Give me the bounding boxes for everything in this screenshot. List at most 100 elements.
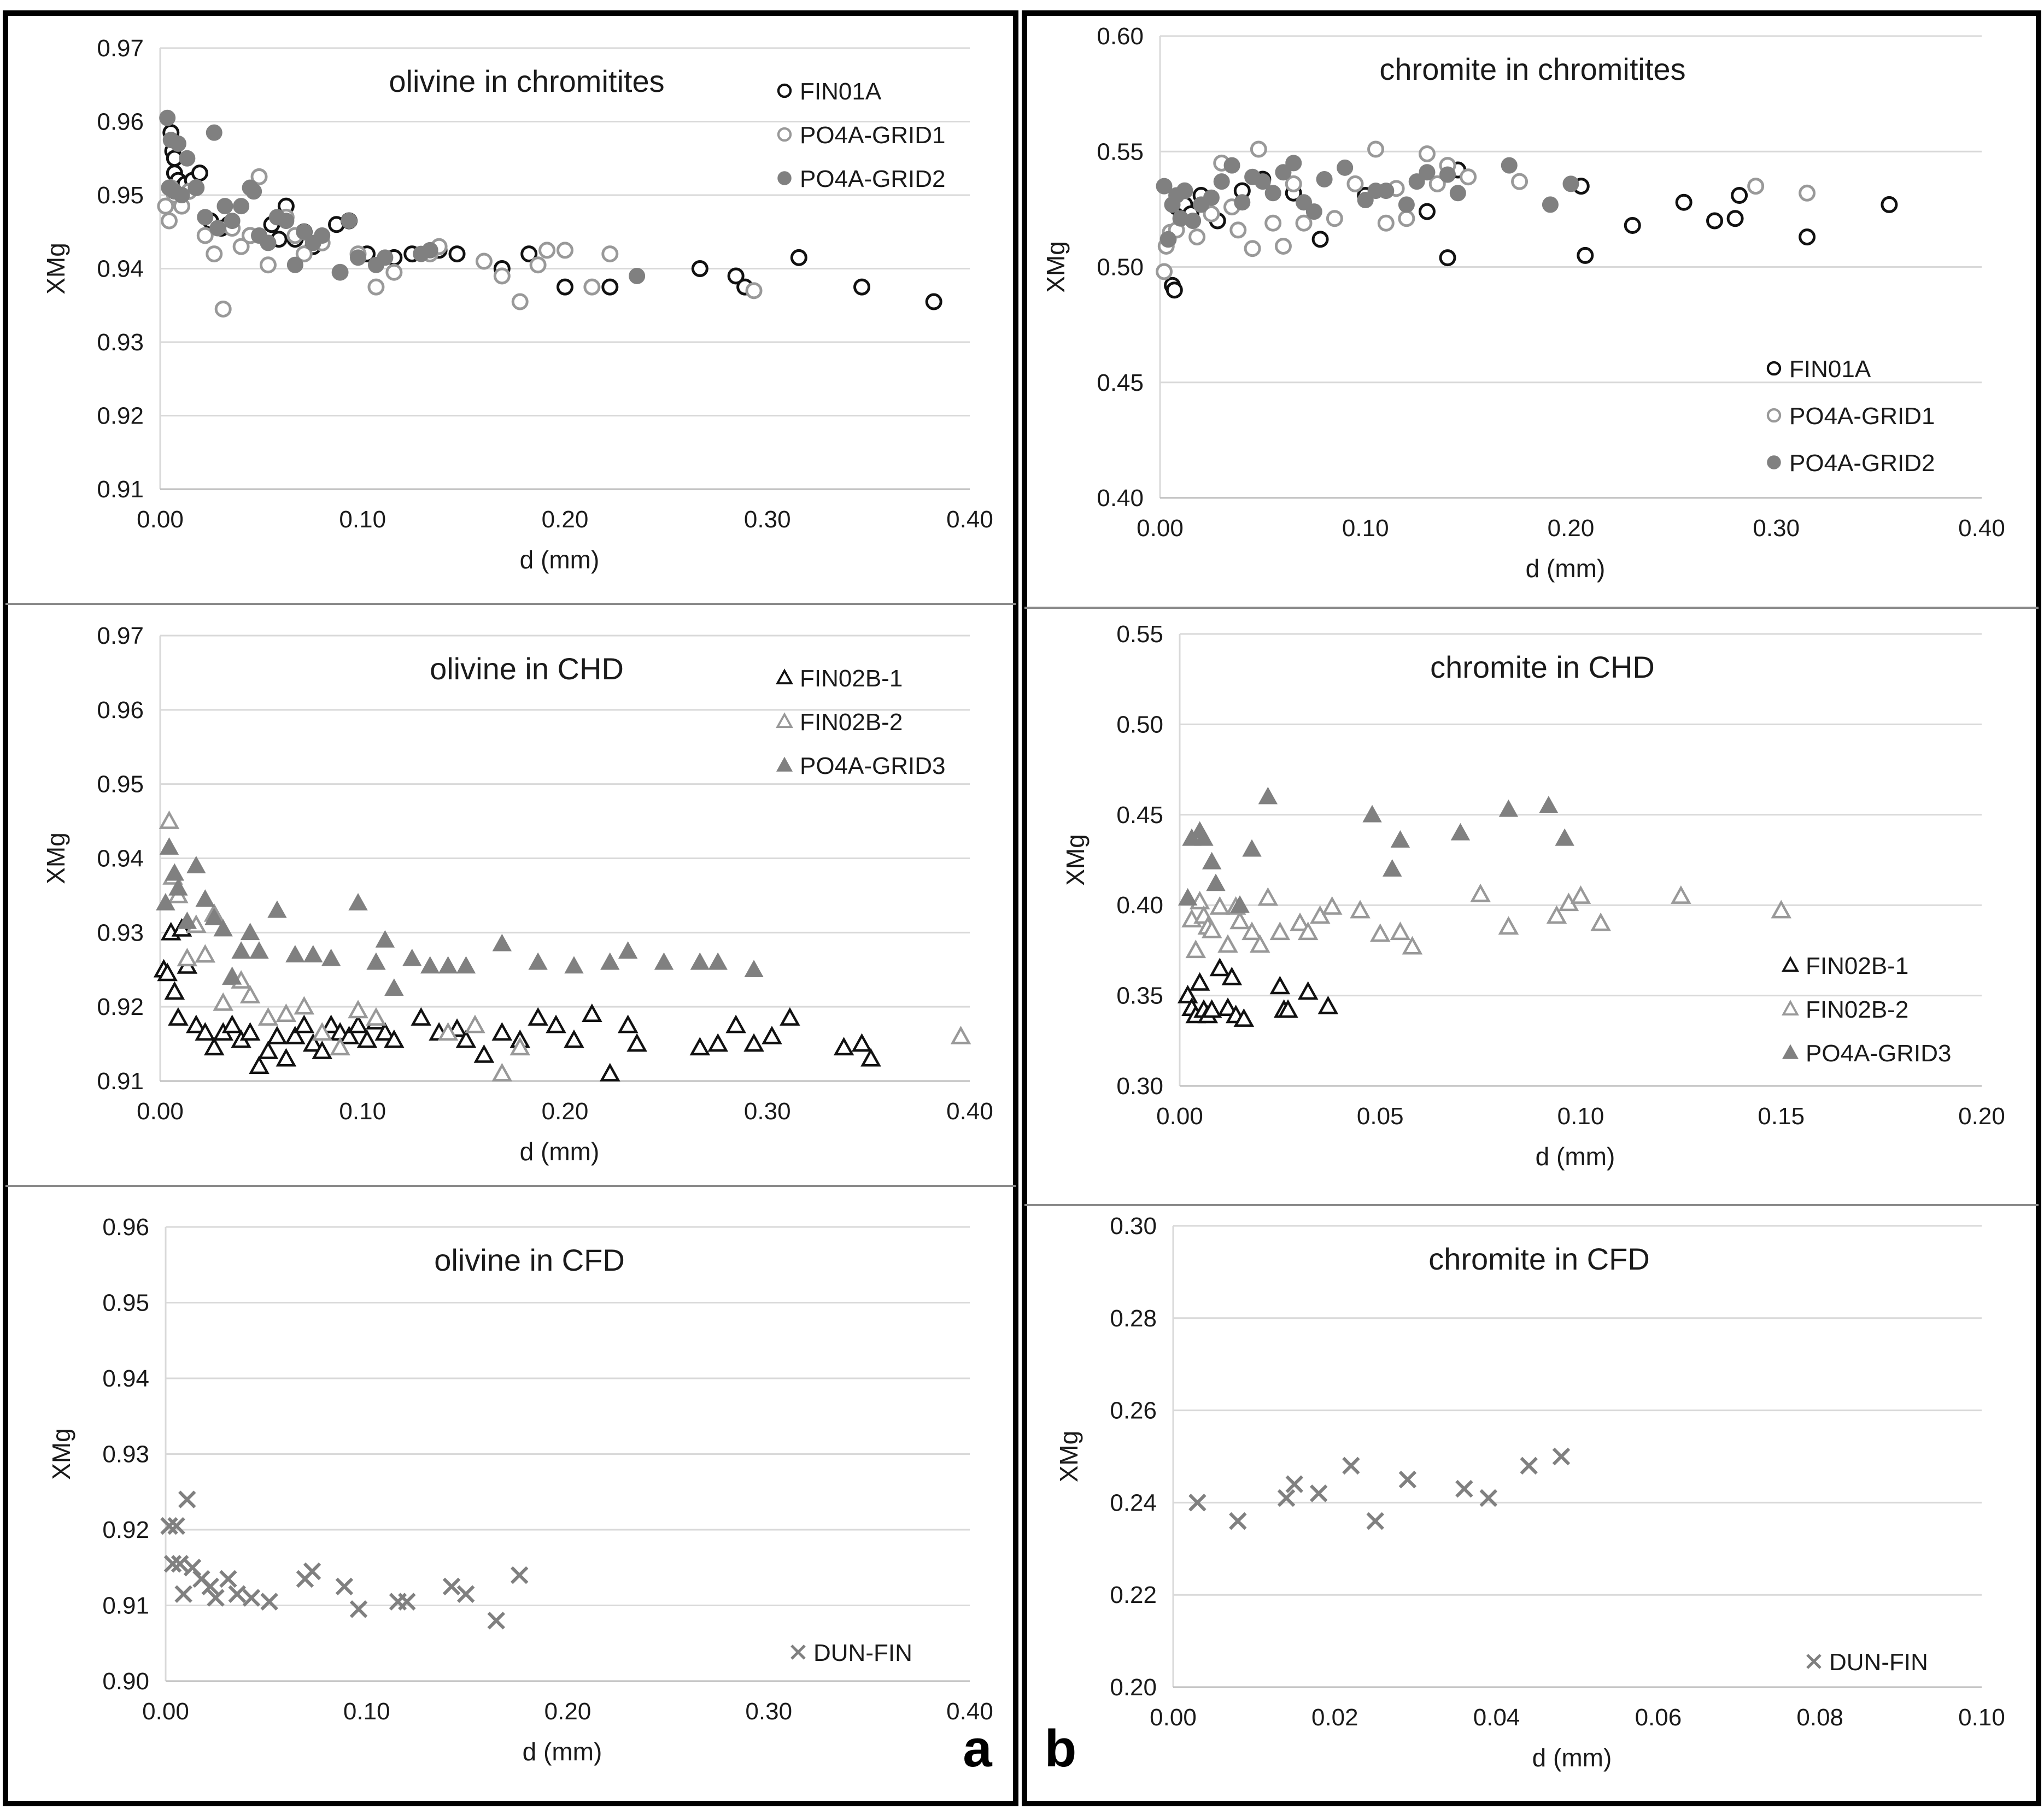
data-point xyxy=(174,1585,192,1603)
data-point xyxy=(222,967,242,985)
y-axis-title: XMg xyxy=(42,832,70,884)
data-point xyxy=(178,1490,196,1508)
data-point xyxy=(1542,196,1559,213)
data-point xyxy=(321,948,341,966)
data-point xyxy=(1671,885,1691,904)
data-point xyxy=(1285,175,1302,192)
data-point xyxy=(1317,995,1339,1014)
data-point xyxy=(691,260,708,277)
data-point xyxy=(833,1037,854,1056)
data-point xyxy=(1221,966,1243,985)
x-tick-label: 0.15 xyxy=(1758,1103,1805,1130)
legend-entry: DUN-FIN xyxy=(790,1640,912,1666)
chart-4: 0.40 0.45 0.50 0.55 0.60 0.00 0.10 0.20 0.30 0.40… xyxy=(1041,23,2005,583)
data-point xyxy=(348,892,368,911)
y-tick-label: 0.91 xyxy=(102,1593,149,1619)
data-point xyxy=(493,267,511,285)
legend-marker xyxy=(777,127,792,142)
data-point xyxy=(455,1029,477,1048)
data-point xyxy=(1249,934,1270,953)
data-point xyxy=(1771,900,1792,919)
data-point xyxy=(1311,231,1329,248)
data-point xyxy=(860,1048,881,1067)
y-tick-label: 0.95 xyxy=(97,771,144,798)
data-point xyxy=(1206,873,1226,891)
data-point xyxy=(509,1037,531,1056)
data-point xyxy=(1250,140,1267,158)
data-point xyxy=(1337,159,1354,176)
data-point xyxy=(195,944,216,963)
data-point xyxy=(1309,1484,1328,1502)
data-point xyxy=(201,1577,219,1596)
column-a-frame xyxy=(3,10,1018,1806)
x-tick-label: 0.08 xyxy=(1796,1704,1843,1731)
legend-entry: PO4A-GRID3 xyxy=(1782,1040,1952,1067)
data-point xyxy=(491,1022,513,1041)
y-axis-title: XMg xyxy=(47,1428,75,1480)
y-tick-label: 0.91 xyxy=(97,1068,144,1095)
data-point xyxy=(618,941,638,959)
data-point xyxy=(195,1022,216,1041)
legend-label: PO4A-GRID2 xyxy=(800,166,946,192)
data-point xyxy=(626,1033,647,1052)
data-point xyxy=(213,919,233,937)
data-point xyxy=(1346,175,1364,192)
y-tick-label: 0.95 xyxy=(97,182,144,209)
legend-label: PO4A-GRID2 xyxy=(1789,450,1935,477)
data-point xyxy=(564,1029,584,1048)
x-tick-label: 0.00 xyxy=(1150,1704,1197,1731)
data-point xyxy=(197,209,214,226)
data-point xyxy=(564,956,584,974)
chart-title: olivine in chromitites xyxy=(389,64,664,98)
data-point xyxy=(582,1003,602,1022)
y-tick-label: 0.55 xyxy=(1097,138,1144,165)
x-tick-label: 0.10 xyxy=(1958,1704,2005,1731)
legend-label: DUN-FIN xyxy=(813,1640,912,1666)
data-point xyxy=(411,1007,432,1026)
x-axis-title: d (mm) xyxy=(523,1737,602,1766)
y-tick-label: 0.24 xyxy=(1110,1489,1157,1516)
data-point xyxy=(1799,184,1816,202)
data-point xyxy=(1498,916,1519,935)
data-point xyxy=(1390,921,1411,941)
legend-label: PO4A-GRID3 xyxy=(800,753,946,779)
data-point xyxy=(1398,1470,1417,1489)
y-tick-label: 0.91 xyxy=(97,476,144,503)
data-point xyxy=(1377,214,1395,232)
chart-title: olivine in CFD xyxy=(434,1243,625,1277)
data-point xyxy=(285,945,305,962)
chart-1: 0.91 0.92 0.93 0.94 0.95 0.96 0.97 0.00 0.10 0.20… xyxy=(42,35,993,574)
data-point xyxy=(1460,168,1477,186)
data-point xyxy=(1188,1494,1207,1512)
data-point xyxy=(312,1041,333,1059)
data-point xyxy=(1264,214,1282,232)
series-dun-fin xyxy=(1188,1447,1571,1530)
data-point xyxy=(367,278,385,296)
y-tick-label: 0.97 xyxy=(97,622,144,649)
data-point xyxy=(1408,173,1425,190)
y-tick-label: 0.40 xyxy=(1097,485,1144,512)
data-point xyxy=(159,109,176,126)
data-point xyxy=(528,952,548,970)
legend-marker xyxy=(790,1644,806,1660)
y-axis-title: XMg xyxy=(1041,241,1070,293)
data-point xyxy=(375,930,395,948)
data-point xyxy=(1398,210,1415,227)
data-point xyxy=(294,1014,315,1033)
y-tick-label: 0.92 xyxy=(97,994,144,1020)
data-point xyxy=(851,1033,872,1052)
data-point xyxy=(438,956,458,974)
data-point xyxy=(557,242,573,259)
data-point xyxy=(1209,958,1231,977)
data-point xyxy=(1258,786,1278,804)
x-tick-label: 0.10 xyxy=(343,1698,390,1725)
data-point xyxy=(1234,194,1251,211)
data-point xyxy=(1439,166,1456,183)
data-point xyxy=(348,1000,368,1019)
data-point xyxy=(1316,171,1333,187)
x-tick-label: 0.30 xyxy=(745,1698,792,1725)
chart-5: 0.30 0.35 0.40 0.45 0.50 0.55 0.00 0.05 0.10 0.15… xyxy=(1061,621,2005,1171)
legend-label: FIN02B-2 xyxy=(1806,996,1908,1023)
data-point xyxy=(245,183,262,200)
data-point xyxy=(690,952,710,970)
